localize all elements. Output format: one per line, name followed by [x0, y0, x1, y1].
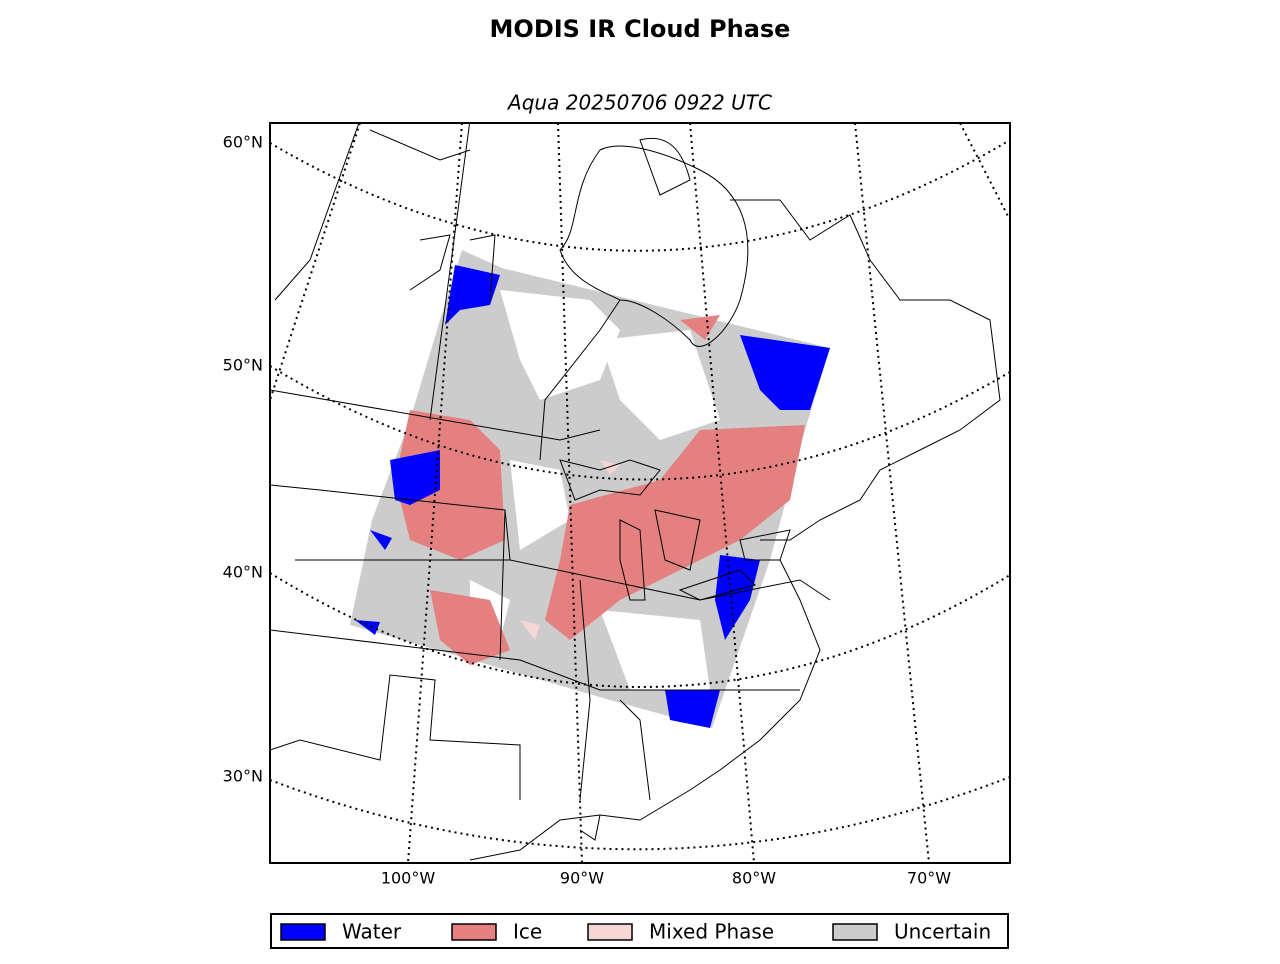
legend-swatch	[280, 923, 326, 941]
legend-label: Ice	[513, 920, 542, 944]
swath-mixed	[520, 460, 620, 640]
lat-label: 30°N	[223, 767, 263, 786]
legend: Water Ice Mixed Phase Uncertain	[280, 920, 991, 944]
legend-label: Water	[342, 920, 402, 944]
legend-label: Mixed Phase	[649, 920, 774, 944]
lon-label: 90°W	[560, 869, 604, 888]
lon-label: 100°W	[381, 869, 436, 888]
lon-label: 80°W	[732, 869, 776, 888]
subtitle: Aqua 20250706 0922 UTC	[506, 91, 772, 115]
lon-label: 70°W	[907, 869, 951, 888]
lat-label: 60°N	[223, 133, 263, 152]
legend-box	[270, 913, 1009, 949]
swath-clear	[470, 290, 720, 690]
map	[270, 123, 1010, 863]
title: MODIS IR Cloud Phase	[490, 15, 791, 43]
swath-water	[355, 265, 830, 728]
lat-label: 50°N	[223, 356, 263, 375]
graticule	[270, 123, 1010, 863]
legend-swatch	[587, 923, 633, 941]
map-frame	[269, 122, 1011, 864]
coastlines	[270, 123, 1001, 861]
legend-swatch	[451, 923, 497, 941]
legend-swatch	[832, 923, 878, 941]
swath-ice	[395, 315, 805, 665]
legend-label: Uncertain	[894, 920, 991, 944]
lat-label: 40°N	[223, 563, 263, 582]
